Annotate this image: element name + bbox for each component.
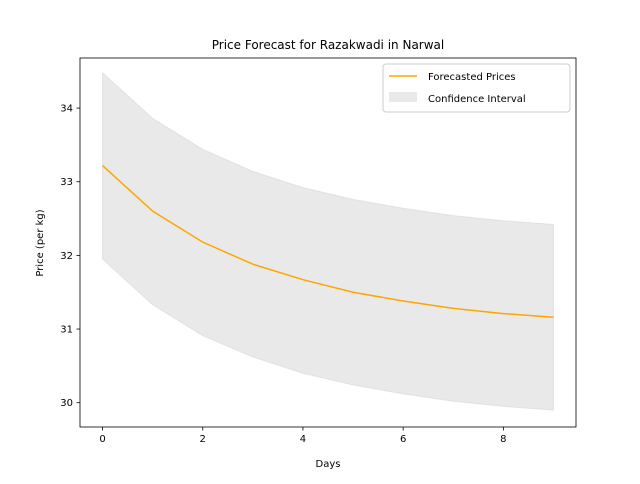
legend-label-confidence: Confidence Interval (428, 94, 526, 105)
y-tick-label: 34 (60, 104, 73, 115)
y-axis-label: Price (per kg) (35, 209, 46, 276)
x-tick-label: 8 (500, 434, 506, 445)
y-axis-ticks: 30 31 32 33 34 (60, 104, 80, 409)
plot-area (79, 57, 577, 428)
y-tick-label: 33 (60, 177, 73, 188)
x-axis-label: Days (316, 459, 341, 470)
y-tick-label: 32 (60, 251, 73, 262)
chart-title: Price Forecast for Razakwadi in Narwal (212, 38, 444, 52)
y-tick-label: 30 (60, 398, 73, 409)
legend-swatch-confidence (389, 92, 417, 102)
x-tick-label: 0 (99, 434, 105, 445)
x-tick-label: 6 (400, 434, 406, 445)
x-axis-ticks: 0 2 4 6 8 (99, 427, 507, 445)
forecasted-prices-line (102, 164, 554, 319)
y-tick-label: 31 (60, 325, 73, 336)
x-tick-label: 4 (300, 434, 306, 445)
x-tick-label: 2 (200, 434, 206, 445)
legend-box (382, 63, 571, 113)
confidence-interval-band (102, 71, 554, 411)
axes-frame (79, 57, 577, 428)
legend: Forecasted Prices Confidence Interval (382, 63, 571, 113)
legend-label-forecast: Forecasted Prices (428, 72, 516, 83)
